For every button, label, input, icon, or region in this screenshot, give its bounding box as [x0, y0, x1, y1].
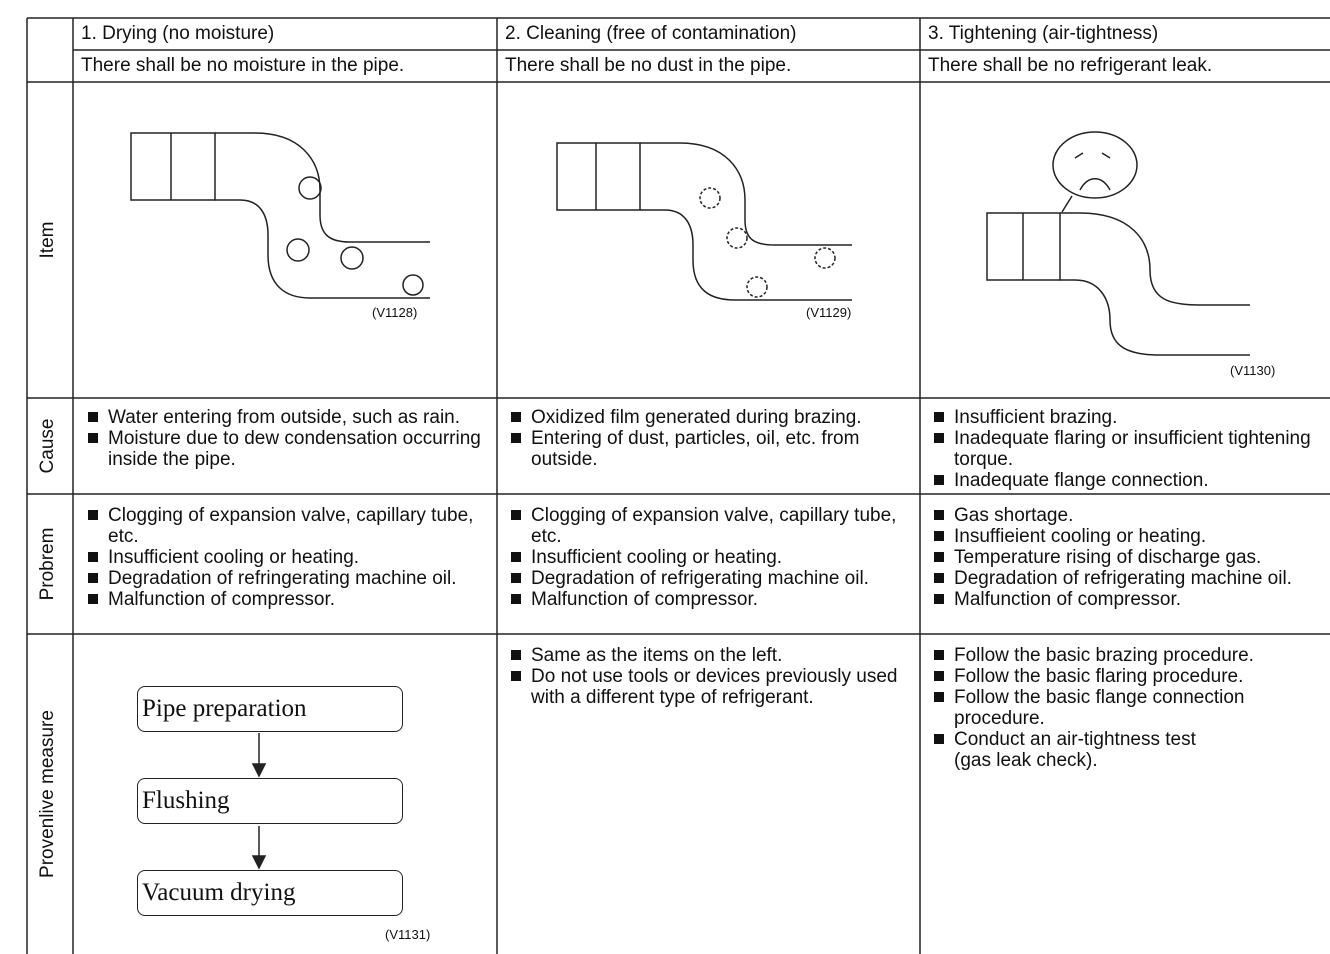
- list-item: Entering of dust, particles, oil, etc. f…: [510, 428, 915, 470]
- cause-list: Water entering from outside, such as rai…: [87, 407, 487, 470]
- list-item: Follow the basic brazing procedure.: [933, 645, 1313, 666]
- row-label: Probrem: [37, 527, 58, 601]
- list-item: Moisture due to dew condensation occurri…: [87, 428, 487, 470]
- list-item: Oxidized film generated during brazing.: [510, 407, 915, 428]
- row-label: Cause: [37, 418, 58, 474]
- column-requirement: There shall be no dust in the pipe.: [505, 55, 792, 76]
- figure-code: (V1130): [1230, 363, 1276, 378]
- list-item: Same as the items on the left.: [510, 645, 915, 666]
- cause-list: Insufficient brazing. Inadequate flaring …: [933, 407, 1330, 491]
- row-label: Item: [37, 221, 58, 259]
- measure-list: Same as the items on the left. Do not use…: [510, 645, 915, 708]
- list-item: Do not use tools or devices previously u…: [510, 666, 915, 708]
- flow-step: Pipe preparation: [137, 686, 403, 732]
- list-item: Insuffieient cooling or heating.: [933, 526, 1330, 547]
- list-item: Gas shortage.: [933, 505, 1330, 526]
- list-item: Degradation of refringerating machine oi…: [87, 568, 487, 589]
- column-requirement: There shall be no refrigerant leak.: [928, 55, 1213, 76]
- list-item: Malfunction of compressor.: [510, 589, 915, 610]
- list-item: Insufficient cooling or heating.: [510, 547, 915, 568]
- flow-arrows: [251, 733, 267, 870]
- list-item: Degradation of refrigerating machine oil…: [510, 568, 915, 589]
- row-label: Provenlive measure: [37, 710, 58, 878]
- grid: [26, 17, 1330, 954]
- list-item: Clogging of expansion valve, capillary t…: [87, 505, 487, 547]
- list-item: Inadequate flange connection.: [933, 470, 1330, 491]
- pipe-figure-tightening: [986, 131, 1250, 356]
- pipe-figure-drying: [130, 132, 430, 299]
- problem-list: Gas shortage. Insuffieient cooling or hea…: [933, 505, 1330, 610]
- list-item: Conduct an air-tightness test (gas leak …: [933, 729, 1313, 771]
- cause-list: Oxidized film generated during brazing. E…: [510, 407, 915, 470]
- problem-list: Clogging of expansion valve, capillary t…: [510, 505, 915, 610]
- list-item: Water entering from outside, such as rai…: [87, 407, 487, 428]
- flow-step: Vacuum drying: [137, 870, 403, 916]
- figure-code: (V1128): [372, 305, 418, 320]
- list-item: Malfunction of compressor.: [933, 589, 1330, 610]
- list-item: Temperature rising of discharge gas.: [933, 547, 1330, 568]
- figure-code: (V1131): [385, 927, 431, 942]
- column-title: 2. Cleaning (free of contamination): [505, 23, 797, 44]
- column-requirement: There shall be no moisture in the pipe.: [81, 55, 405, 76]
- flow-step: Flushing: [137, 778, 403, 824]
- list-item: Degradation of refrigerating machine oil…: [933, 568, 1330, 589]
- list-item: Insufficient cooling or heating.: [87, 547, 487, 568]
- column-title: 3. Tightening (air-tightness): [928, 23, 1159, 44]
- measure-list: Follow the basic brazing procedure. Follo…: [933, 645, 1313, 771]
- list-item: Inadequate flaring or insufficient tight…: [933, 428, 1330, 470]
- list-item: Follow the basic flaring procedure.: [933, 666, 1313, 687]
- list-item: Follow the basic flange connection proce…: [933, 687, 1313, 729]
- list-item: Clogging of expansion valve, capillary t…: [510, 505, 915, 547]
- list-item: Insufficient brazing.: [933, 407, 1330, 428]
- list-item: Malfunction of compressor.: [87, 589, 487, 610]
- pipe-figure-cleaning: [556, 142, 852, 301]
- problem-list: Clogging of expansion valve, capillary t…: [87, 505, 487, 610]
- column-title: 1. Drying (no moisture): [81, 23, 275, 44]
- figure-code: (V1129): [806, 305, 852, 320]
